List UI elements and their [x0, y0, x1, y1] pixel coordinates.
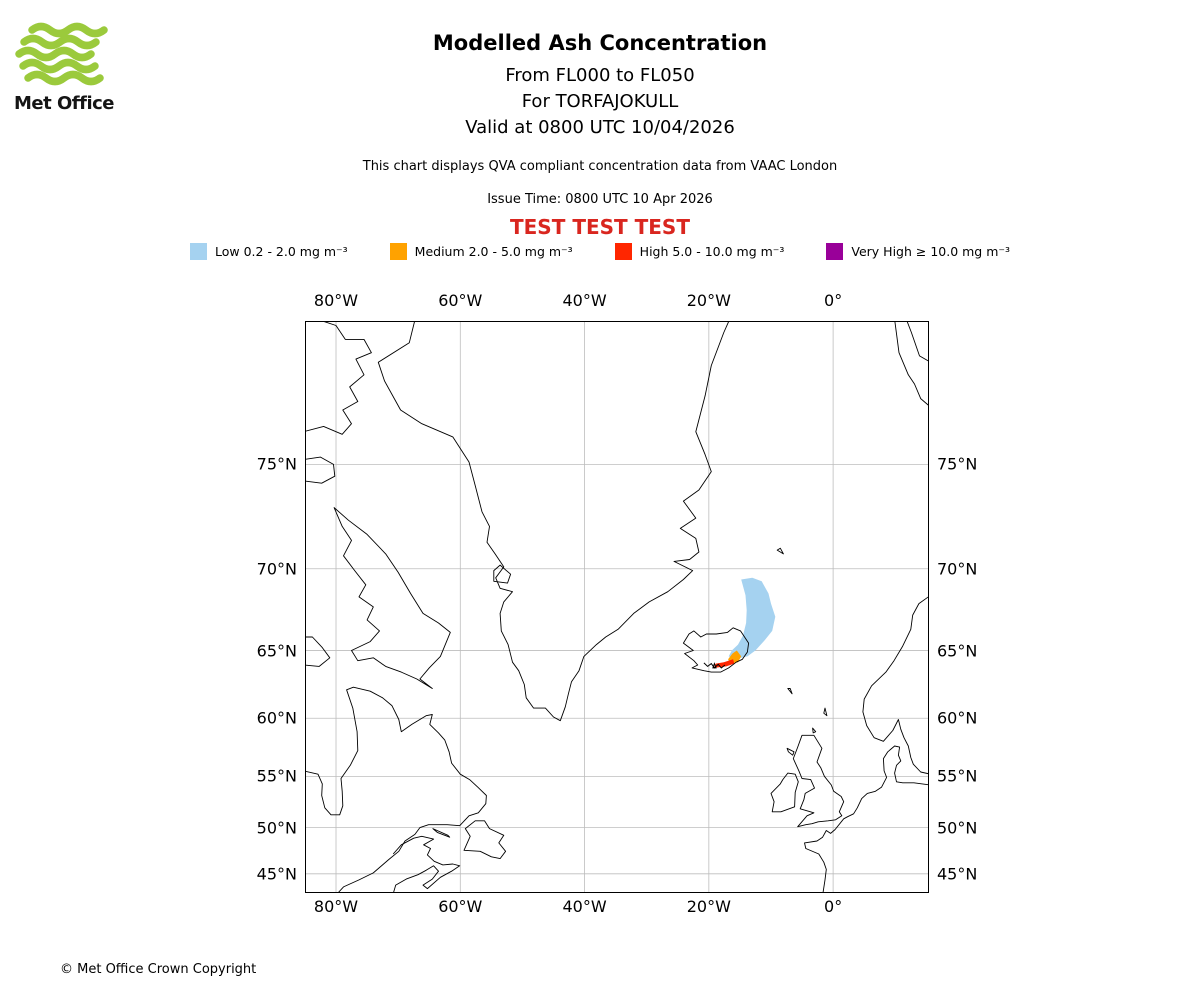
flight-level-subtitle: From FL000 to FL050: [505, 65, 695, 86]
legend: Low 0.2 - 2.0 mg m⁻³ Medium 2.0 - 5.0 mg …: [0, 243, 1200, 260]
legend-swatch-very-high: [826, 243, 844, 260]
coastline-orkney: [812, 727, 817, 734]
lon-tick-label-bottom: 0°: [824, 897, 843, 916]
map-svg: [306, 322, 928, 892]
lat-tick-label-left: 75°N: [256, 454, 297, 474]
lat-tick-label-right: 65°N: [937, 641, 978, 661]
coastline-norway-sweden: [862, 596, 928, 775]
lon-tick-label-top: 80°W: [313, 291, 359, 310]
coastline-newfoundland: [463, 820, 507, 860]
coastline-jan-mayen: [776, 547, 784, 555]
valid-time-subtitle: Valid at 0800 UTC 10/04/2026: [465, 117, 735, 138]
logo-wave: [28, 22, 108, 38]
chart-title: Modelled Ash Concentration: [432, 31, 768, 55]
coastline-baffin-island: [333, 507, 451, 689]
ash-plume-low: [728, 577, 776, 660]
coastline-faroe-islands: [787, 688, 793, 695]
coastline-devon-island: [306, 456, 336, 484]
lon-tick-label-bottom: 80°W: [313, 897, 359, 916]
coastline-labrador-quebec: [306, 686, 487, 892]
volcano-contours: [703, 662, 726, 669]
lat-tick-label-right: 55°N: [937, 766, 978, 786]
lon-tick-label-bottom: 60°W: [438, 897, 483, 916]
lon-tick-label-bottom: 40°W: [562, 897, 607, 916]
coastline-svalbard-north: [906, 322, 928, 362]
copyright-notice: © Met Office Crown Copyright: [60, 962, 257, 977]
coastline-europe-mainland: [804, 745, 928, 892]
legend-label: Very High ≥ 10.0 mg m⁻³: [851, 244, 1010, 259]
test-banner: TEST TEST TEST: [510, 215, 690, 239]
lat-tick-label-left: 50°N: [256, 818, 297, 838]
lat-tick-label-left: 65°N: [256, 641, 297, 661]
coastline-greenland: [377, 322, 729, 722]
met-office-logo-text: Met Office: [14, 93, 115, 114]
lon-tick-label-top: 0°: [824, 291, 843, 310]
issue-time: Issue Time: 0800 UTC 10 Apr 2026: [487, 192, 713, 207]
map: [305, 321, 929, 893]
lat-tick-label-right: 45°N: [937, 864, 978, 884]
legend-swatch-high: [614, 243, 632, 260]
logo-wave: [20, 34, 100, 50]
coastline-maritimes: [392, 835, 461, 892]
volcano-marker: [712, 662, 717, 669]
lat-tick-label-left: 45°N: [256, 864, 297, 884]
lon-tick-label-top: 20°W: [686, 291, 731, 310]
legend-item-high: High 5.0 - 10.0 mg m⁻³: [614, 243, 785, 260]
coastline-ireland: [770, 772, 799, 813]
logo-wave: [24, 70, 104, 86]
lat-tick-label-left: 60°N: [256, 708, 297, 728]
coastline-svalbard-west: [894, 322, 928, 406]
qva-description: This chart displays QVA compliant concen…: [362, 159, 838, 174]
lat-tick-label-right: 60°N: [937, 708, 978, 728]
graticule: [306, 322, 928, 892]
ash-plume-high: [713, 659, 735, 668]
lon-tick-label-top: 60°W: [438, 291, 483, 310]
ash-plumes: [713, 577, 776, 668]
coastline-southampton-island: [306, 636, 331, 667]
legend-item-low: Low 0.2 - 2.0 mg m⁻³: [190, 243, 348, 260]
legend-swatch-low: [190, 243, 207, 260]
lon-tick-label-bottom: 20°W: [686, 897, 731, 916]
coastline-shetland: [823, 707, 828, 717]
legend-item-medium: Medium 2.0 - 5.0 mg m⁻³: [389, 243, 573, 260]
coastlines: [306, 322, 928, 892]
coastline-hebrides: [786, 747, 795, 756]
legend-label: High 5.0 - 10.0 mg m⁻³: [639, 244, 785, 259]
coastline-great-britain: [792, 734, 845, 828]
coastline-disko-island: [493, 564, 512, 584]
volcano-subtitle: For TORFAJOKULL: [521, 91, 679, 112]
lon-tick-label-top: 40°W: [562, 291, 607, 310]
legend-label: Low 0.2 - 2.0 mg m⁻³: [215, 244, 348, 259]
met-office-logo: Met Office: [14, 20, 124, 114]
legend-swatch-medium: [389, 243, 407, 260]
lat-tick-label-right: 50°N: [937, 818, 978, 838]
lat-tick-label-left: 70°N: [256, 559, 297, 579]
logo-wave: [15, 46, 95, 62]
lat-tick-label-right: 75°N: [937, 454, 978, 474]
logo-wave: [19, 58, 99, 74]
legend-label: Medium 2.0 - 5.0 mg m⁻³: [414, 244, 573, 259]
lat-tick-label-right: 70°N: [937, 559, 978, 579]
legend-item-very-high: Very High ≥ 10.0 mg m⁻³: [826, 243, 1010, 260]
met-office-waves-icon: [15, 22, 108, 86]
coastline-anticosti: [432, 828, 451, 838]
lat-tick-label-left: 55°N: [256, 766, 297, 786]
coastline-ellesmere-island: [306, 322, 372, 435]
coastline-iceland: [682, 627, 750, 673]
